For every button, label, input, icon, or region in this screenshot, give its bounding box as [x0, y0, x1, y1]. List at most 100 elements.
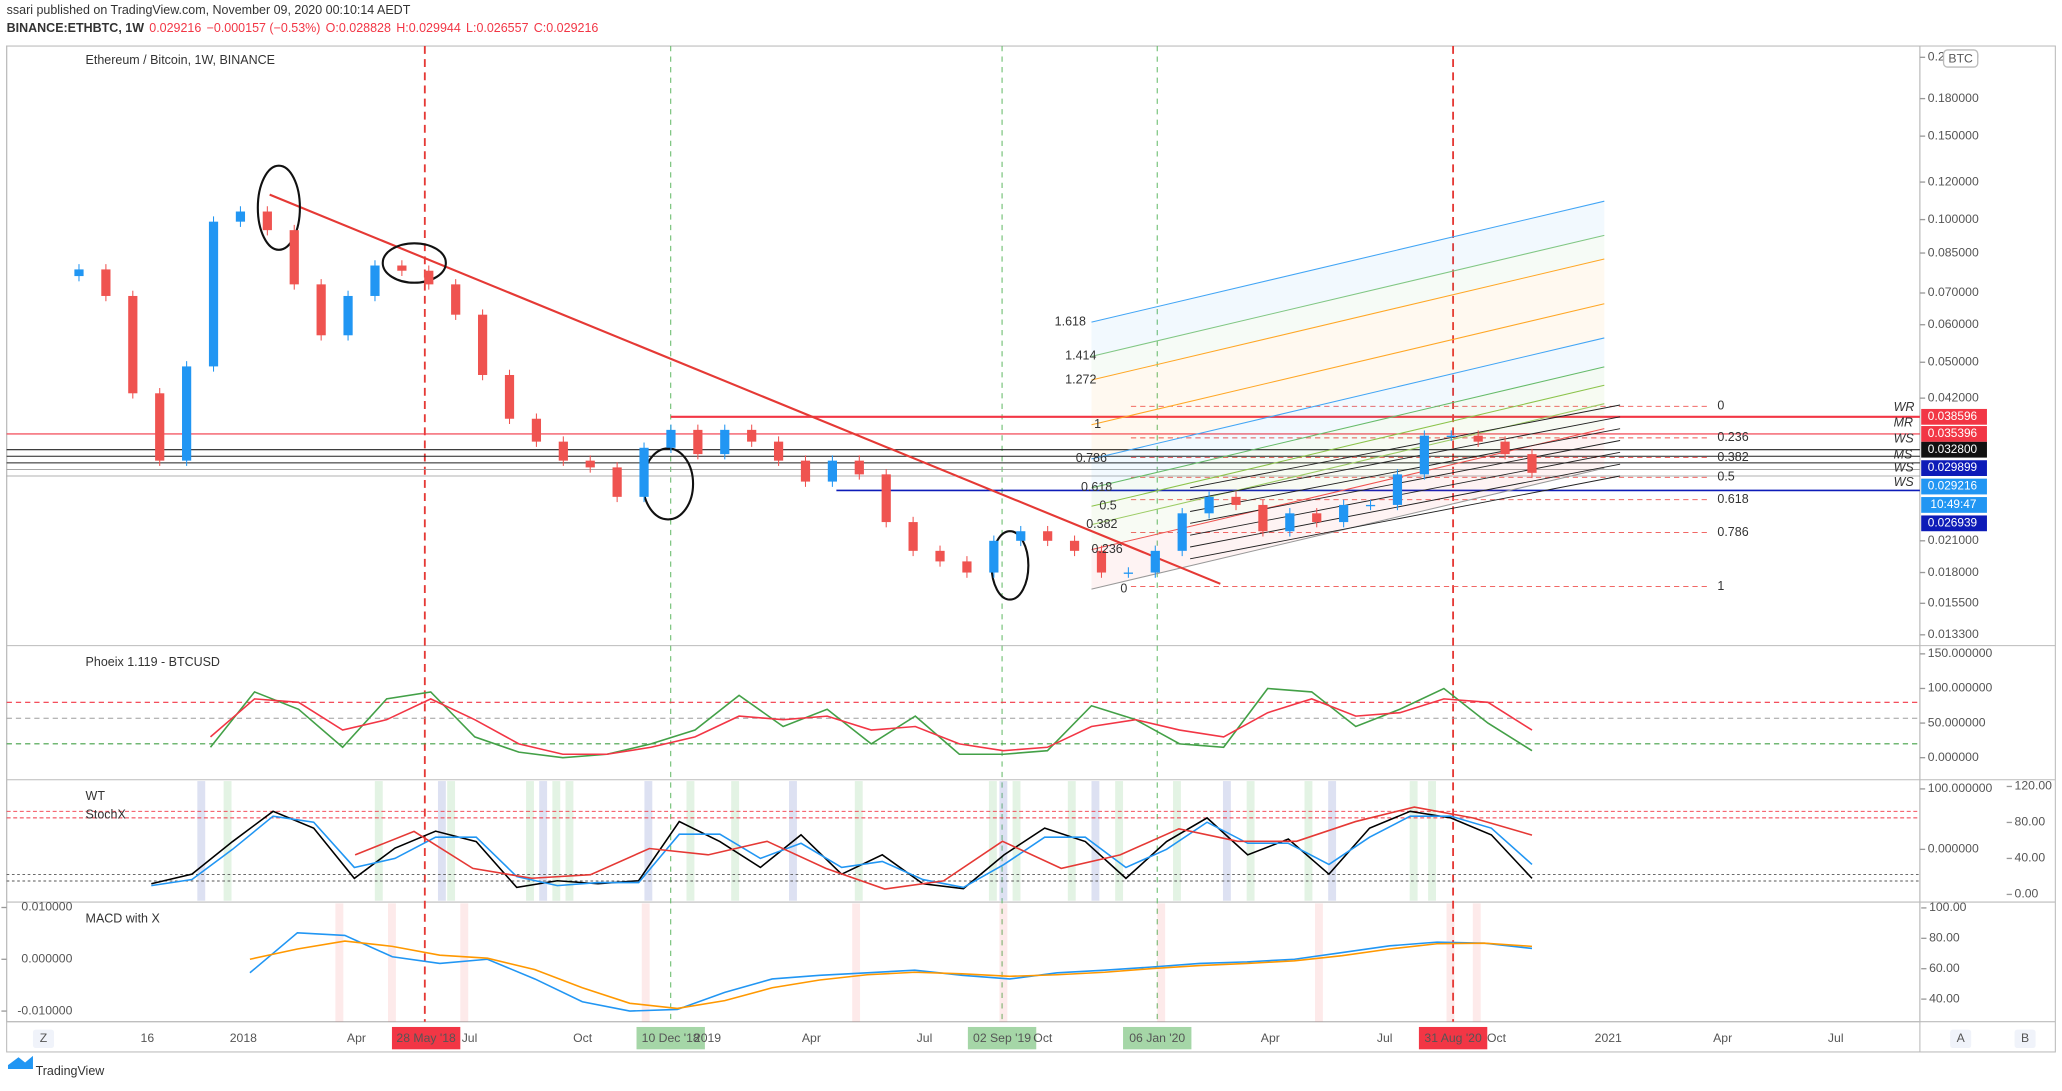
axis-button[interactable] — [2014, 1029, 2036, 1049]
fib-retracement-label: 0.786 — [1717, 525, 1748, 539]
panel-title: WT — [86, 789, 106, 803]
y2-tick-label: 120.00 — [2015, 779, 2053, 793]
candle — [666, 429, 676, 448]
y-tick-label: 0.070000 — [1928, 285, 1979, 299]
candle — [1365, 504, 1376, 507]
y-tick-label: 0.120000 — [1928, 174, 1979, 188]
indicator-line — [249, 932, 1533, 1012]
candle — [1527, 454, 1537, 473]
fib-zone — [1091, 337, 1605, 488]
signal-band — [447, 781, 456, 901]
y2-tick-label: 0.00 — [2015, 887, 2039, 901]
axis-button-label[interactable]: B — [2021, 1031, 2029, 1045]
candle — [881, 474, 891, 523]
indicator-line — [249, 940, 1533, 1010]
axis-button[interactable] — [32, 1029, 55, 1049]
channel-line — [1190, 475, 1621, 560]
y-tick-label: 0.100000 — [1928, 212, 1979, 226]
indicator-line — [209, 698, 1533, 756]
y-tick-label: 0.018000 — [1928, 565, 1979, 579]
timer-bg — [1921, 497, 1987, 513]
level-tag: WS — [1894, 431, 1915, 445]
quote-value: H:0.029944 — [396, 21, 461, 35]
x-tick-label: 2018 — [230, 1031, 257, 1045]
candle — [128, 295, 138, 394]
signal-band — [854, 781, 863, 901]
y-tick-label: 50.000000 — [1928, 715, 1986, 729]
y-tick-label: 100.000000 — [1928, 681, 1993, 695]
fib-retracement-label: 0.618 — [1717, 492, 1748, 506]
annotation-circle — [256, 164, 301, 251]
candle — [343, 295, 353, 336]
signal-band — [335, 903, 344, 1022]
candle — [208, 221, 219, 367]
fib-zone — [1091, 201, 1605, 357]
chart-title: Ethereum / Bitcoin, 1W, BINANCE — [86, 53, 275, 67]
candle — [182, 366, 192, 461]
y-tick-label: 0.060000 — [1928, 317, 1979, 331]
candle — [558, 441, 568, 461]
candle — [531, 418, 542, 442]
signal-band — [686, 781, 695, 901]
y-tick-label: 0.042000 — [1928, 390, 1979, 404]
price-label-bg — [1921, 460, 1987, 477]
candle — [1392, 474, 1403, 505]
axis-button[interactable] — [1950, 1029, 1972, 1049]
candle — [1446, 435, 1456, 437]
y-tick-label: 0.085000 — [1928, 245, 1979, 259]
candle — [1043, 531, 1053, 541]
y-tick-label: 100.000000 — [1928, 781, 1993, 795]
channel-line — [1190, 428, 1621, 512]
publish-line: ssari published on TradingView.com, Nove… — [7, 3, 411, 17]
candle — [612, 467, 622, 497]
fib-fan-line — [1091, 258, 1605, 381]
signal-band — [539, 781, 548, 901]
candle — [155, 393, 165, 461]
quote-value: 0.029216 — [149, 21, 201, 35]
signal-band — [460, 903, 469, 1022]
fib-zone — [1091, 259, 1605, 425]
signal-band — [1328, 781, 1337, 901]
quote-line: BINANCE:ETHBTC, 1W 0.029216 −0.000157 (−0.… — [7, 21, 599, 35]
signal-band — [1446, 903, 1455, 1022]
axis-button-label[interactable]: Z — [40, 1031, 48, 1045]
x-tick-label: Jul — [1828, 1031, 1844, 1045]
panel-subtitle: StochX — [86, 808, 127, 822]
date-highlight — [967, 1026, 1037, 1050]
candle — [1312, 513, 1322, 523]
date-highlight — [636, 1026, 705, 1050]
channel-line — [1190, 416, 1621, 501]
x-tick-label: 16 — [141, 1031, 155, 1045]
fib-fan-label: 1.272 — [1065, 372, 1096, 386]
annotation-circle — [381, 242, 447, 284]
axis-button-label[interactable]: A — [1957, 1031, 1966, 1045]
candle — [935, 550, 945, 562]
level-tag: WR — [1894, 400, 1915, 414]
candle — [800, 460, 811, 482]
panel-frames — [6, 45, 2056, 1053]
candle — [1500, 441, 1510, 455]
signal-band — [1304, 781, 1313, 901]
candle — [1204, 496, 1214, 514]
signal-band — [387, 903, 396, 1022]
chart-layer: Ethereum / Bitcoin, 1W, BINANCE0.2200000… — [1, 49, 2053, 1050]
candle — [773, 441, 784, 461]
signal-band — [852, 903, 861, 1022]
x-tick-label: 06 Jan '20 — [1129, 1031, 1185, 1045]
signal-band — [197, 781, 206, 901]
fib-fan-label: 0.618 — [1081, 480, 1112, 494]
y-tick-label: 150.000000 — [1928, 646, 1993, 660]
y-tick-label: 0.021000 — [1928, 533, 1979, 547]
candle — [720, 429, 730, 455]
x-tick-label: Jul — [917, 1031, 933, 1045]
y-tick-label: 0.180000 — [1928, 91, 1979, 105]
candle — [908, 522, 918, 551]
fib-retracement-label: 0.382 — [1717, 450, 1748, 464]
candle — [289, 230, 299, 285]
x-tick-label: Jul — [462, 1031, 478, 1045]
candle — [424, 270, 434, 285]
candle — [989, 540, 999, 573]
candle — [101, 269, 111, 296]
fib-fan-label: 0.5 — [1099, 499, 1116, 513]
